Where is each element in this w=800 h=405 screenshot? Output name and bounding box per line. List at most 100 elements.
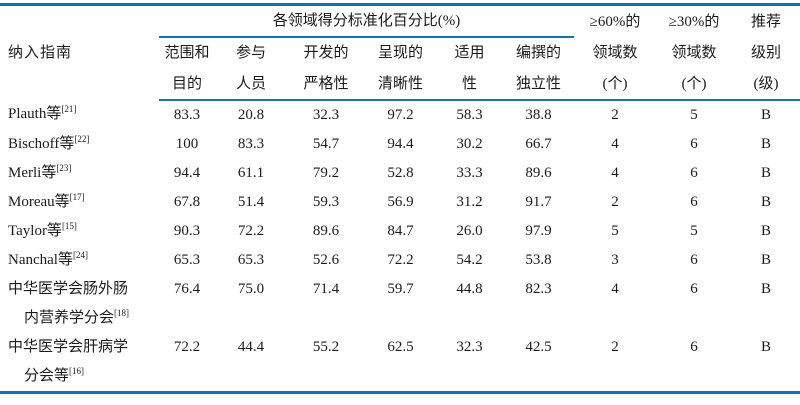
cell-domain-score: 91.7 [525,194,552,210]
table-header: 纳入指南 各领域得分标准化百分比(%) ≥60%的 ≥30%的 推荐 范围和 参… [0,4,800,101]
table-row: Taylor等[15] 90.3 72.2 89.6 84.7 26.0 97.9 5 5 B [0,217,800,246]
cell-domain-score: 52.8 [387,165,414,181]
cell-recommendation-grade: B [760,223,771,239]
cell-domain-score: 82.3 [525,281,552,297]
cell-recommendation-grade: B [760,281,771,297]
cell-domain-score: 83.3 [173,107,201,123]
cell-domains-ge60: 3 [611,252,619,268]
column-header-clarity-line2: 清晰性 [365,68,436,101]
cell-domains-ge30: 6 [690,339,698,355]
column-header-rigour-line2: 严格性 [287,68,365,101]
cell-guideline-name: Merli等[23] [8,163,72,182]
cell-recommendation-grade: B [760,252,771,268]
cell-guideline-name: Taylor等[15] [8,221,77,240]
table-row: Plauth等[21] 83.3 20.8 32.3 97.2 58.3 38.8 2 5 B [0,100,800,130]
column-header-involvement-line2: 人员 [215,68,287,101]
group-header-domain-scores: 各领域得分标准化百分比(%) [159,4,574,38]
column-header-ge60-line2: 领域数 [592,44,638,61]
cell-domains-ge60: 5 [611,223,619,239]
cell-domain-score: 32.3 [456,339,483,355]
column-header-applicability-line1: 适用 [454,45,485,61]
cell-domain-score: 52.6 [312,252,340,268]
cell-domain-score: 54.2 [456,252,483,268]
cell-domain-score: 44.4 [237,339,265,355]
table-row: Nanchal等[24] 65.3 65.3 52.6 72.2 54.2 53.8 3 6 B [0,246,800,275]
column-header-involvement-line1: 参与 [235,45,266,61]
cell-guideline-name: 中华医学会肠外肠 内营养学分会[18] [8,281,130,326]
cell-recommendation-grade: B [760,194,771,210]
cell-domain-score: 76.4 [173,281,201,297]
cell-domain-score: 94.4 [387,136,414,152]
table-row: Moreau等[17] 67.8 51.4 59.3 56.9 31.2 91.7 2 6 B [0,188,800,217]
column-header-independence-line2: 独立性 [503,68,574,101]
cell-domain-score: 58.3 [456,107,483,123]
cell-guideline-name: Plauth等[21] [8,104,77,123]
cell-domains-ge60: 2 [611,339,619,355]
cell-domain-score: 71.4 [312,281,340,297]
reference-superscript: [17] [69,192,85,202]
cell-domain-score: 66.7 [525,136,552,152]
cell-domain-score: 51.4 [237,194,265,210]
column-header-scope-line2: 目的 [159,68,215,101]
cell-domain-score: 31.2 [456,194,483,210]
reference-superscript: [15] [61,221,77,231]
cell-domains-ge60: 2 [611,194,619,210]
column-header-guideline: 纳入指南 [8,45,73,61]
cell-guideline-name: Nanchal等[24] [8,250,88,269]
cell-recommendation-grade: B [760,339,771,355]
cell-domain-score: 65.3 [173,252,201,268]
column-header-rigour-line1: 开发的 [303,45,349,61]
cell-domains-ge60: 2 [611,107,619,123]
cell-guideline-name: Moreau等[17] [8,192,85,211]
reference-superscript: [23] [56,163,72,173]
cell-domain-score: 55.2 [312,339,340,355]
cell-recommendation-grade: B [760,165,771,181]
table-row: Merli等[23] 94.4 61.1 79.2 52.8 33.3 89.6 4 6 B [0,159,800,188]
cell-domain-score: 20.8 [237,107,265,123]
cell-guideline-name: 中华医学会肝病学 分会等[16] [8,339,129,384]
reference-superscript: [16] [69,366,85,376]
cell-domains-ge30: 5 [690,223,698,239]
cell-domain-score: 83.3 [237,136,265,152]
cell-domain-score: 97.2 [387,107,414,123]
reference-superscript: [18] [114,308,130,318]
cell-domains-ge30: 6 [690,252,698,268]
cell-domain-score: 44.8 [456,281,483,297]
column-header-ge30-line3: (个) [656,68,732,101]
cell-domain-score: 97.9 [525,223,552,239]
cell-domain-score: 38.8 [525,107,552,123]
column-header-clarity-line1: 呈现的 [377,45,423,61]
column-header-ge60-line1: ≥60%的 [589,13,641,30]
cell-domain-score: 42.5 [525,339,552,355]
column-header-grade-line3: (级) [732,68,800,101]
cell-domain-score: 72.2 [387,252,414,268]
reference-superscript: [22] [74,134,90,144]
header-row-group: 纳入指南 各领域得分标准化百分比(%) ≥60%的 ≥30%的 推荐 [0,4,800,61]
cell-domain-score: 62.5 [387,339,414,355]
reference-superscript: [24] [72,250,88,260]
cell-domain-score: 90.3 [173,223,201,239]
cell-domain-score: 54.7 [312,136,340,152]
cell-domain-score: 67.8 [173,194,201,210]
cell-domain-score: 61.1 [237,165,265,181]
column-header-applicability-line2: 性 [436,68,503,101]
cell-domain-score: 56.9 [387,194,414,210]
cell-domains-ge30: 6 [690,281,698,297]
cell-domains-ge30: 6 [690,194,698,210]
column-header-ge60-line3: (个) [574,68,656,101]
column-header-grade-line2: 级别 [750,44,781,61]
cell-domain-score: 72.2 [173,339,201,355]
cell-domain-score: 65.3 [237,252,265,268]
cell-domains-ge60: 4 [611,165,619,181]
cell-domains-ge30: 6 [690,136,698,152]
cell-domain-score: 94.4 [173,165,201,181]
cell-domain-score: 84.7 [387,223,414,239]
cell-domain-score: 72.2 [237,223,265,239]
cell-domain-score: 53.8 [525,252,552,268]
column-header-grade-line1: 推荐 [750,13,781,30]
cell-domain-score: 89.6 [525,165,552,181]
cell-domain-score: 59.7 [387,281,414,297]
cell-domain-score: 33.3 [456,165,483,181]
cell-domain-score: 100 [175,136,199,152]
cell-domain-score: 30.2 [456,136,483,152]
